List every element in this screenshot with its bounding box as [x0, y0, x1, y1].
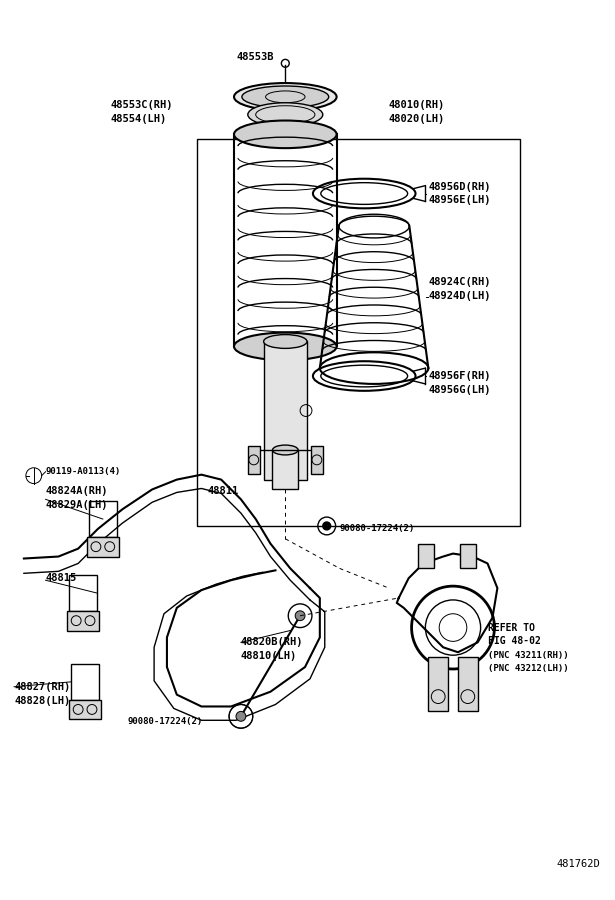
Text: 48924D(LH): 48924D(LH): [428, 291, 491, 302]
Text: 48956E(LH): 48956E(LH): [428, 195, 491, 205]
Bar: [87, 536, 119, 556]
Bar: [264, 341, 307, 480]
Text: 48956G(LH): 48956G(LH): [428, 385, 491, 395]
Text: 48828(LH): 48828(LH): [14, 696, 70, 706]
Bar: [418, 544, 434, 569]
Text: 48956F(RH): 48956F(RH): [428, 371, 491, 381]
Bar: [89, 501, 117, 536]
Ellipse shape: [272, 446, 298, 454]
Text: 90119-A0113(4): 90119-A0113(4): [46, 467, 121, 476]
Ellipse shape: [242, 86, 328, 108]
Bar: [458, 657, 478, 711]
Ellipse shape: [264, 335, 307, 348]
Text: (PNC 43212(LH)): (PNC 43212(LH)): [488, 664, 568, 673]
Text: 48554(LH): 48554(LH): [111, 113, 167, 123]
Bar: [248, 446, 260, 473]
Text: 48020(LH): 48020(LH): [389, 113, 445, 123]
Bar: [311, 446, 323, 473]
Text: 481762D: 481762D: [557, 860, 600, 869]
Text: 48824A(RH): 48824A(RH): [46, 486, 108, 497]
Text: FIG 48-02: FIG 48-02: [488, 636, 541, 646]
Text: 48010(RH): 48010(RH): [389, 100, 445, 110]
Bar: [71, 664, 99, 699]
Text: 48827(RH): 48827(RH): [14, 681, 70, 692]
Ellipse shape: [234, 121, 336, 148]
Ellipse shape: [234, 333, 336, 360]
Bar: [272, 450, 298, 490]
Bar: [69, 699, 101, 719]
Text: 48924C(RH): 48924C(RH): [428, 277, 491, 287]
Text: 90080-17224(2): 90080-17224(2): [127, 716, 203, 725]
Text: 90080-17224(2): 90080-17224(2): [339, 525, 415, 534]
Circle shape: [236, 711, 246, 721]
Text: 48956D(RH): 48956D(RH): [428, 182, 491, 192]
Text: 48811: 48811: [207, 486, 239, 497]
Bar: [197, 140, 520, 526]
Text: 48553B: 48553B: [237, 52, 274, 62]
Circle shape: [323, 522, 331, 530]
Text: 48810(LH): 48810(LH): [241, 652, 297, 662]
Text: 48815: 48815: [46, 573, 77, 583]
Bar: [67, 611, 99, 631]
Ellipse shape: [248, 103, 323, 126]
Bar: [460, 544, 475, 569]
Text: (PNC 43211(RH)): (PNC 43211(RH)): [488, 651, 568, 660]
Bar: [428, 657, 448, 711]
Circle shape: [295, 611, 305, 621]
Text: 48829A(LH): 48829A(LH): [46, 500, 108, 510]
Ellipse shape: [234, 83, 336, 111]
Text: REFER TO: REFER TO: [488, 623, 534, 633]
Bar: [69, 575, 97, 611]
Text: 48553C(RH): 48553C(RH): [111, 100, 173, 110]
Text: 48820B(RH): 48820B(RH): [241, 637, 303, 647]
